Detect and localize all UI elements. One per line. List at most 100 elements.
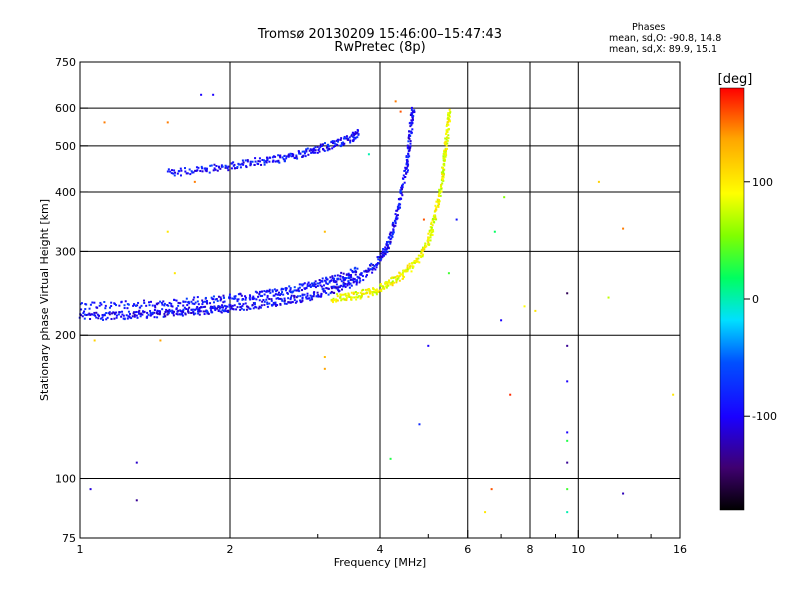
- echo-point: [331, 140, 334, 143]
- echo-point: [234, 297, 237, 300]
- echo-point: [383, 248, 386, 251]
- echo-point: [222, 301, 225, 304]
- echo-point: [359, 297, 362, 300]
- echo-point: [385, 244, 388, 247]
- echo-point: [265, 290, 268, 293]
- echo-point: [167, 312, 170, 315]
- echo-point: [309, 294, 312, 297]
- phase-stats-o: mean, sd,O: -90.8, 14.8: [609, 33, 722, 44]
- echo-point: [317, 149, 320, 152]
- echo-point: [429, 233, 432, 236]
- echo-point: [123, 307, 126, 310]
- echo-point: [180, 310, 183, 313]
- echo-point: [329, 276, 332, 279]
- echo-point: [278, 161, 281, 164]
- echo-point: [369, 268, 372, 271]
- echo-point: [433, 214, 436, 217]
- echo-point: [360, 273, 363, 276]
- echo-point: [350, 134, 353, 137]
- echo-point: [344, 286, 347, 289]
- echo-point: [166, 313, 169, 316]
- echo-point: [303, 152, 306, 155]
- echo-point: [223, 304, 226, 307]
- echo-point: [566, 488, 569, 491]
- echo-point: [382, 286, 385, 289]
- echo-point: [148, 304, 151, 307]
- echo-point: [283, 297, 286, 300]
- echo-point: [230, 167, 233, 170]
- echo-point: [441, 178, 444, 181]
- echo-point: [322, 148, 325, 151]
- echo-point: [187, 310, 190, 313]
- echo-point: [300, 283, 303, 286]
- echo-point: [196, 300, 199, 303]
- echo-point: [401, 277, 404, 280]
- echo-point: [448, 112, 451, 115]
- echo-point: [400, 197, 403, 200]
- echo-point: [286, 291, 289, 294]
- echo-point: [395, 216, 398, 219]
- echo-point: [409, 140, 412, 143]
- echo-point: [80, 302, 83, 305]
- echo-point: [347, 272, 350, 275]
- echo-point: [316, 145, 319, 148]
- echo-point: [170, 304, 173, 307]
- echo-point: [257, 160, 260, 163]
- echo-point: [413, 260, 416, 263]
- echo-point: [566, 439, 569, 442]
- echo-point: [306, 297, 309, 300]
- echo-point: [218, 166, 221, 169]
- echo-point: [438, 192, 441, 195]
- echo-point: [153, 309, 156, 312]
- echo-point: [413, 261, 416, 264]
- echo-point: [441, 179, 444, 182]
- echo-point: [171, 305, 174, 308]
- echo-point: [101, 316, 104, 319]
- echo-point: [185, 308, 188, 311]
- echo-point: [172, 314, 175, 317]
- echo-point: [272, 155, 275, 158]
- echo-point: [438, 191, 441, 194]
- echo-point: [266, 301, 269, 304]
- echo-point: [170, 302, 173, 305]
- x-axis-ticks: 1 2 4 6 8 10 16: [77, 530, 687, 556]
- echo-point: [319, 281, 322, 284]
- echo-point: [143, 299, 146, 302]
- echo-point: [392, 228, 395, 231]
- echo-point: [323, 367, 326, 370]
- echo-point: [396, 209, 399, 212]
- echo-point: [212, 295, 215, 298]
- echo-point: [235, 308, 238, 311]
- echo-point: [272, 159, 275, 162]
- echo-point: [389, 231, 392, 234]
- echo-point: [408, 262, 411, 265]
- colorbar: [719, 87, 745, 511]
- echo-point: [391, 235, 394, 238]
- echo-point: [213, 167, 216, 170]
- echo-point: [291, 154, 294, 157]
- echo-point: [254, 157, 257, 160]
- echo-point: [96, 313, 99, 316]
- echo-point: [287, 155, 290, 158]
- echo-point: [83, 310, 86, 313]
- echo-point: [296, 157, 299, 160]
- echo-point: [313, 284, 316, 287]
- echo-point: [126, 303, 129, 306]
- echo-point: [409, 125, 412, 128]
- echo-point: [203, 313, 206, 316]
- echo-point: [355, 270, 358, 273]
- echo-point: [110, 301, 113, 304]
- echo-point: [176, 313, 179, 316]
- echo-point: [384, 250, 387, 253]
- echo-point: [139, 315, 142, 318]
- echo-point: [176, 172, 179, 175]
- echo-point: [322, 143, 325, 146]
- echo-point: [417, 254, 420, 257]
- echo-point: [263, 293, 266, 296]
- echo-point: [280, 298, 283, 301]
- echo-point: [331, 275, 334, 278]
- echo-point: [345, 135, 348, 138]
- echo-point: [335, 298, 338, 301]
- echo-point: [202, 310, 205, 313]
- echo-point: [380, 255, 383, 258]
